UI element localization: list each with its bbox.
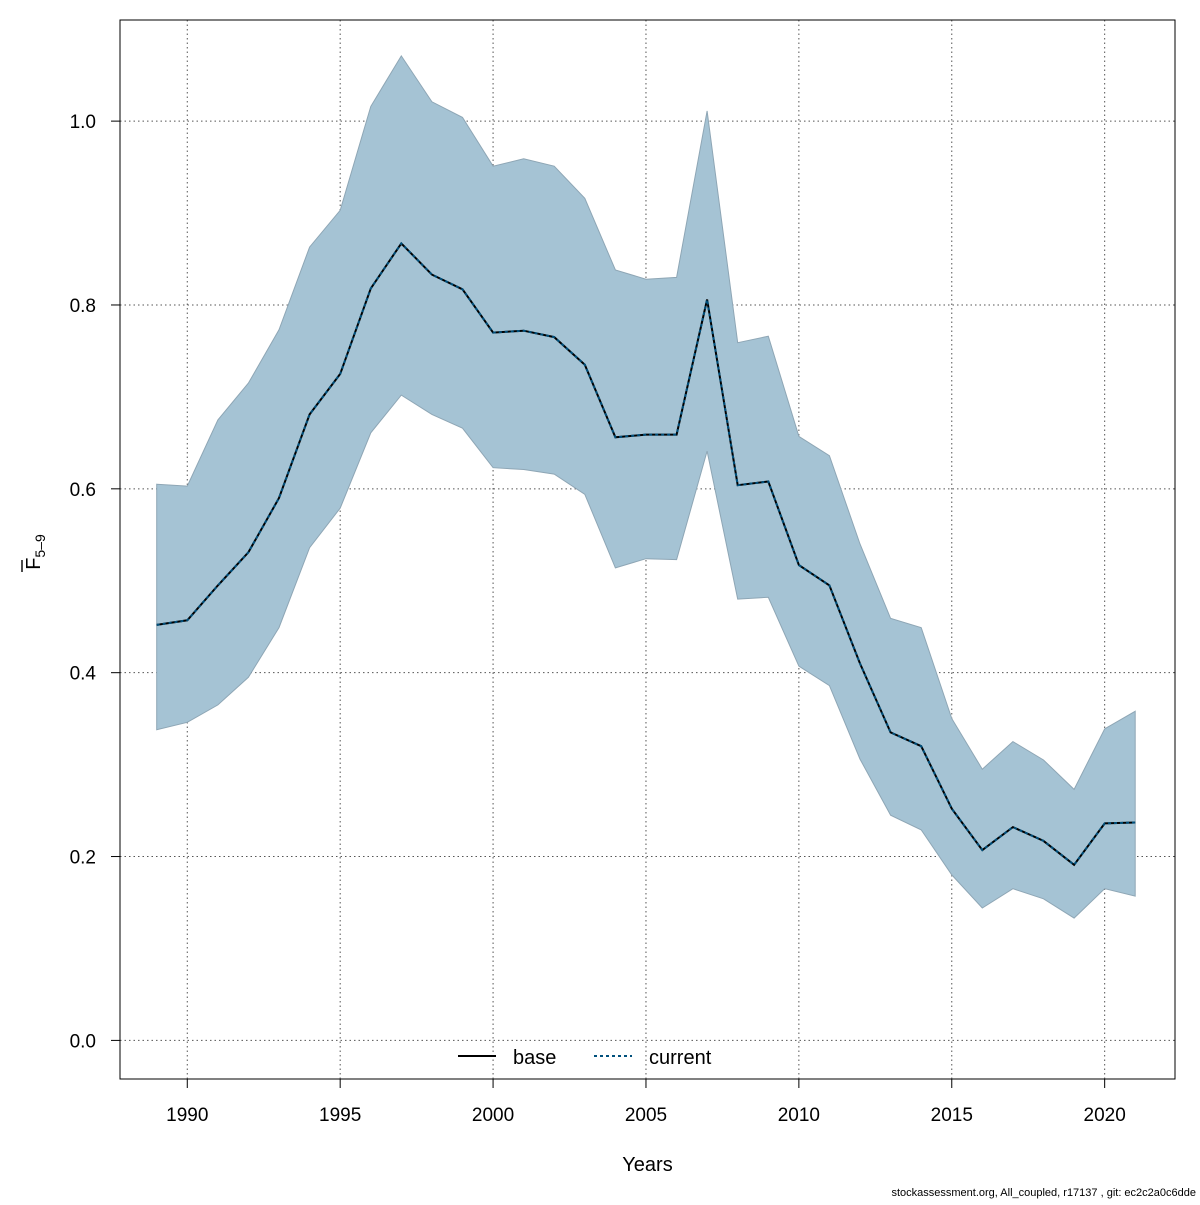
confidence-band bbox=[156, 54, 1136, 919]
confidence-band-layer bbox=[156, 54, 1136, 919]
legend-label-base: base bbox=[513, 1047, 556, 1069]
y-axis-title-text: F5–9 bbox=[23, 534, 48, 570]
x-tick-label: 1990 bbox=[166, 1105, 208, 1126]
x-tick-label: 2005 bbox=[625, 1105, 667, 1126]
y-tick-label: 0.8 bbox=[70, 296, 96, 317]
y-axis-title-main: F bbox=[23, 558, 45, 570]
y-tick-label: 0.6 bbox=[70, 480, 96, 501]
y-axis-title: F5–9 bbox=[21, 534, 48, 572]
x-tick-label: 2015 bbox=[931, 1105, 973, 1126]
x-tick-label: 1995 bbox=[319, 1105, 361, 1126]
y-tick-label: 0.4 bbox=[70, 664, 97, 685]
series-line-current bbox=[156, 241, 1136, 867]
y-tick-label: 0.2 bbox=[70, 848, 96, 869]
footer-credit: stockassessment.org, All_coupled, r17137… bbox=[891, 1187, 1196, 1199]
x-tick-label: 2020 bbox=[1084, 1105, 1126, 1126]
y-tick-label: 0.0 bbox=[70, 1031, 96, 1052]
legend: base current bbox=[458, 1047, 712, 1069]
x-tick-label: 2000 bbox=[472, 1105, 514, 1126]
legend-label-current: current bbox=[649, 1047, 712, 1069]
x-tick-label: 2010 bbox=[778, 1105, 820, 1126]
y-tick-label: 1.0 bbox=[70, 112, 96, 133]
y-axis-title-subscript: 5–9 bbox=[32, 534, 48, 558]
x-axis-title: Years bbox=[622, 1154, 672, 1176]
series-lines bbox=[156, 241, 1136, 867]
axes: 1990 1995 2000 2005 2010 2015 2020 0.0 0.2 0.4 0.6… bbox=[70, 112, 1126, 1126]
